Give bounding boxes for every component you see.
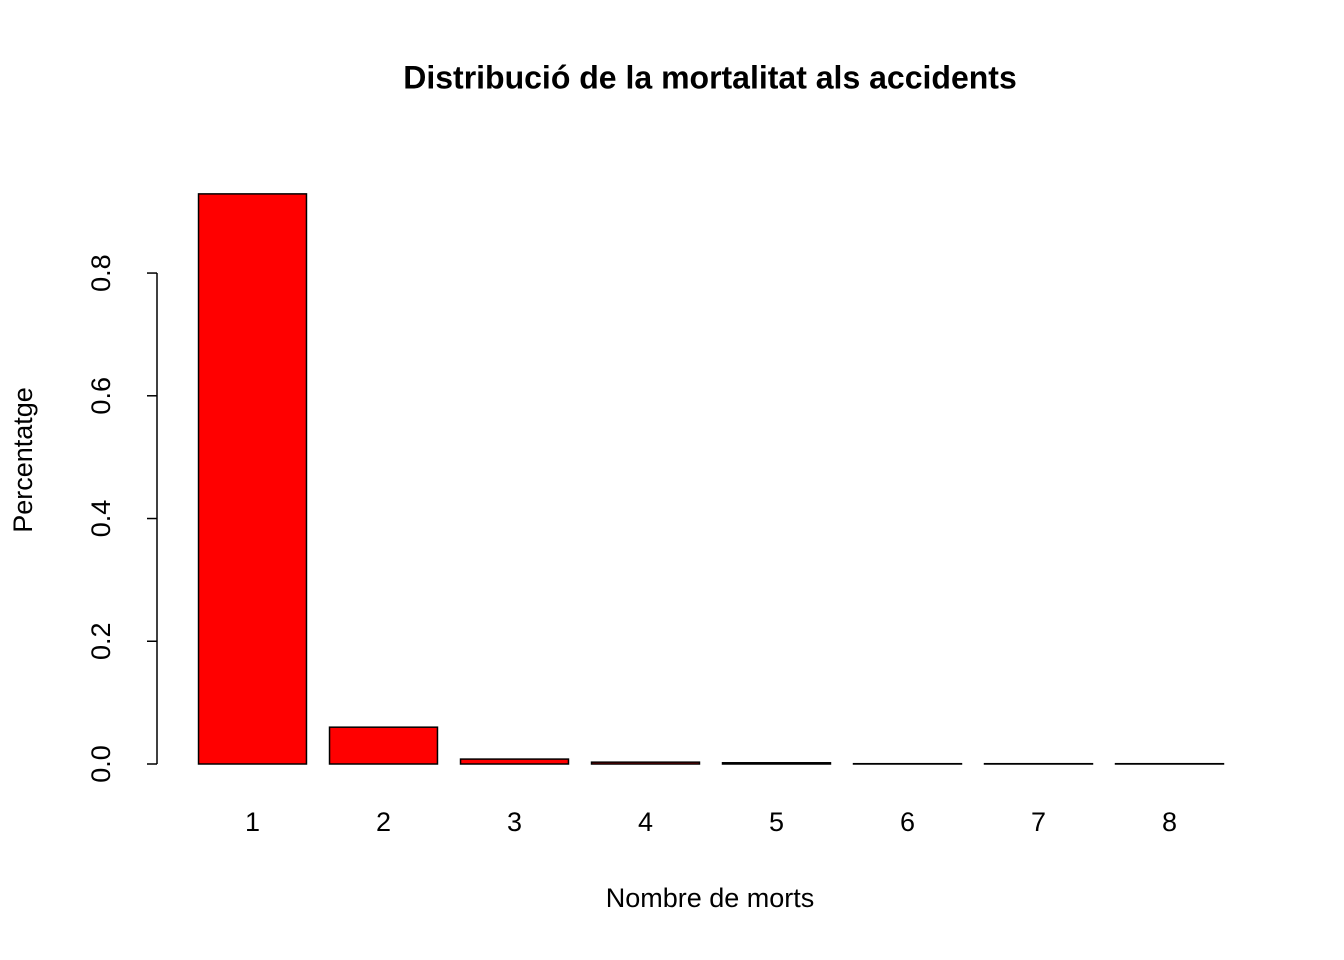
x-tick-label: 1 (245, 807, 260, 837)
x-tick-label: 5 (769, 807, 784, 837)
x-tick-label: 2 (376, 807, 391, 837)
bar (721, 762, 832, 765)
y-axis-label: Percentatge (8, 387, 38, 533)
x-tick-label: 7 (1031, 807, 1046, 837)
bar (197, 193, 308, 765)
y-tick-label: 0.4 (86, 500, 116, 538)
y-tick-label: 0.0 (86, 745, 116, 783)
bar (590, 761, 701, 765)
y-tick-label: 0.8 (86, 254, 116, 292)
x-tick-label: 8 (1162, 807, 1177, 837)
x-axis-label: Nombre de morts (606, 883, 815, 913)
chart-title: Distribució de la mortalitat als acciden… (403, 59, 1017, 95)
y-tick-label: 0.2 (86, 622, 116, 660)
bar (328, 726, 439, 765)
x-tick-label: 3 (507, 807, 522, 837)
x-tick-label: 6 (900, 807, 915, 837)
x-tick-label: 4 (638, 807, 653, 837)
y-tick-label: 0.6 (86, 377, 116, 415)
bar (459, 758, 570, 765)
